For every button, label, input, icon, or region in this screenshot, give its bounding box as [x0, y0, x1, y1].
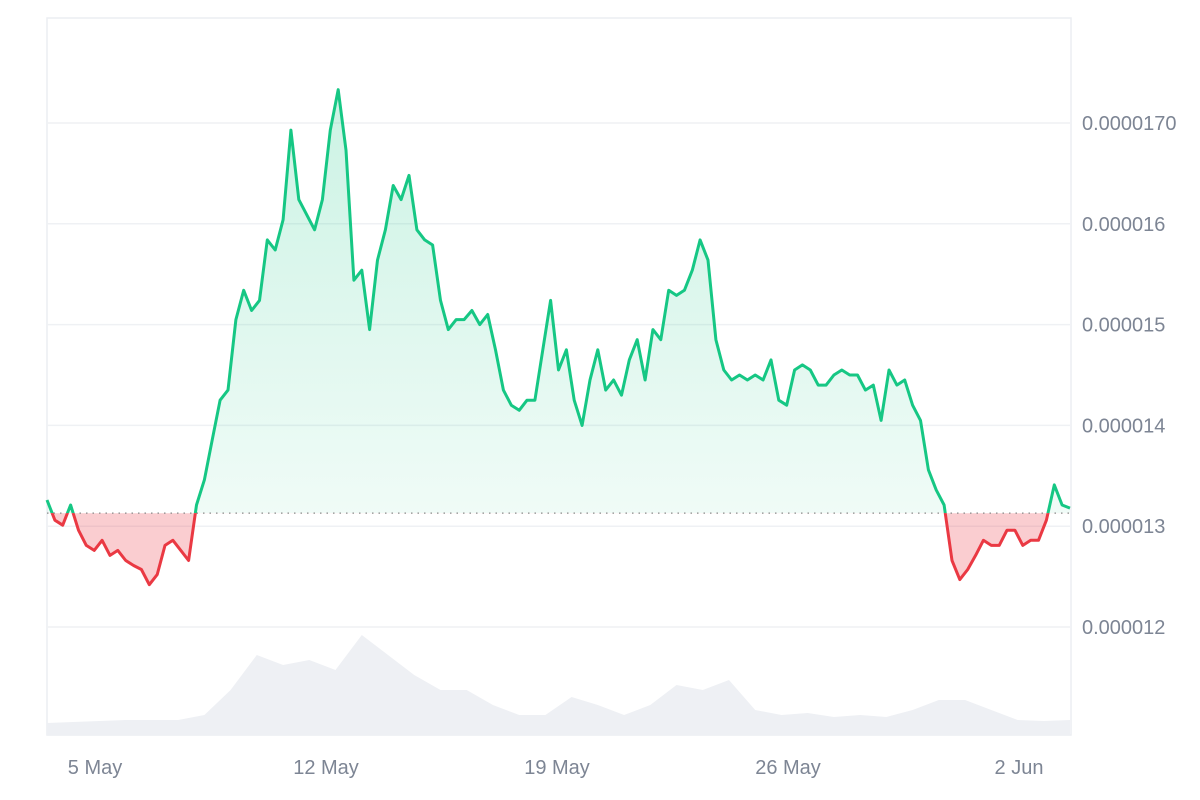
- y-tick-label: 0.000016: [1082, 214, 1165, 236]
- volume-series: [47, 635, 1070, 735]
- x-tick-label: 12 May: [293, 757, 359, 779]
- y-tick-label: 0.000012: [1082, 617, 1165, 639]
- x-tick-label: 5 May: [68, 757, 122, 779]
- x-tick-label: 26 May: [755, 757, 821, 779]
- x-tick-label: 2 Jun: [995, 757, 1044, 779]
- y-tick-label: 0.000015: [1082, 315, 1165, 337]
- y-axis: 0.0000170 0.000016 0.000015 0.000014 0.00001…: [1082, 113, 1177, 639]
- x-tick-label: 19 May: [524, 757, 590, 779]
- x-axis: 5 May 12 May 19 May 26 May 2 Jun: [68, 757, 1044, 779]
- price-area-down: [52, 513, 1048, 585]
- price-line-up: [45, 88, 1071, 514]
- y-tick-label: 0.000014: [1082, 415, 1165, 437]
- price-area-up: [47, 89, 1070, 514]
- y-tick-label: 0.0000170: [1082, 113, 1177, 135]
- volume-area: [47, 635, 1070, 735]
- price-series[interactable]: [45, 88, 1071, 587]
- y-tick-label: 0.000013: [1082, 516, 1165, 538]
